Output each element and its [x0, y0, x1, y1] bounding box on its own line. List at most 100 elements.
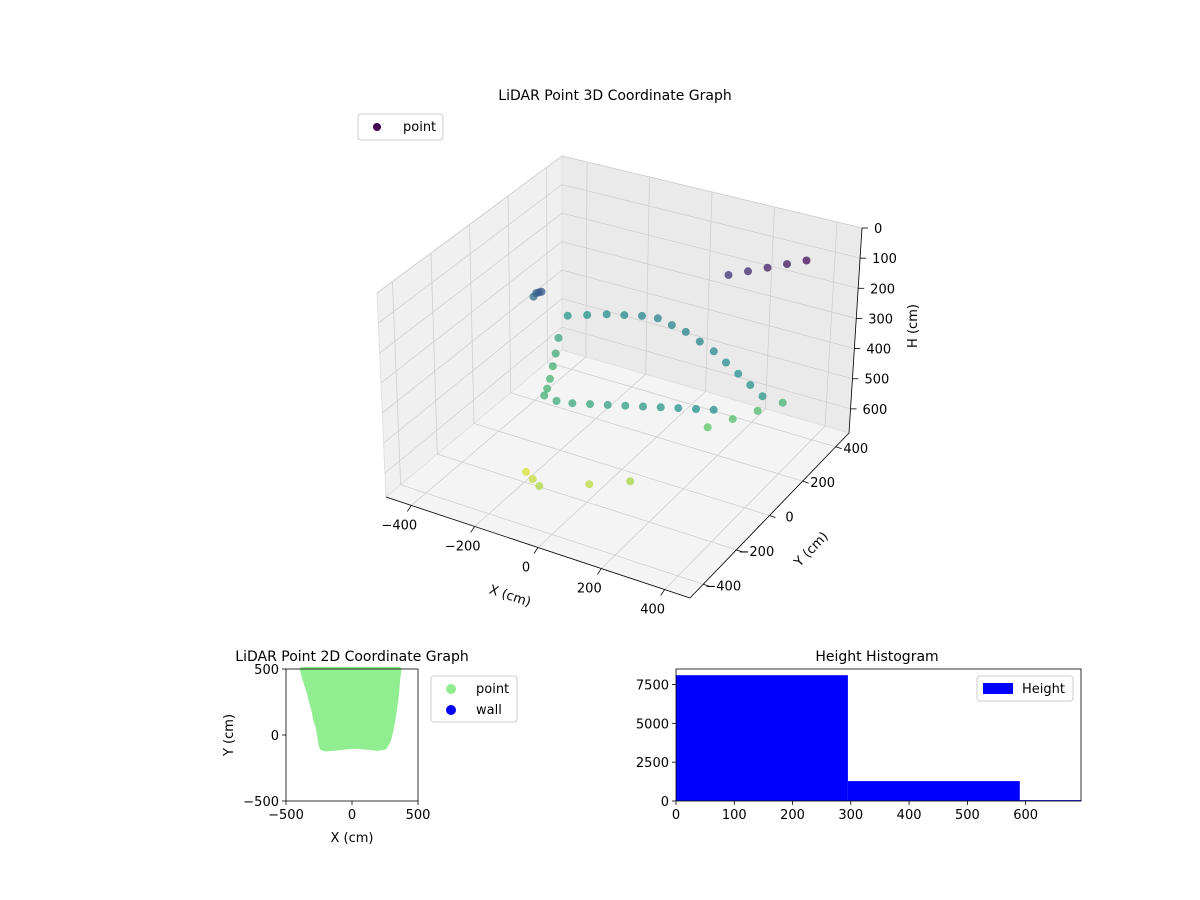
point-3d [528, 475, 537, 483]
grid-line-3d [376, 155, 863, 294]
y-tick-label-3d: 400 [843, 442, 868, 457]
z-tick-label-3d: 100 [872, 252, 897, 267]
y-tick-3d [769, 515, 776, 518]
x-tick-3d [470, 526, 475, 533]
point-3d [535, 482, 544, 491]
y-tick-label-3d: 0 [785, 511, 793, 526]
x-tick-label-3d: −200 [445, 539, 481, 554]
grid-line-3d [473, 423, 770, 516]
y-tick-label-3d: 200 [810, 476, 835, 491]
point-3d [540, 391, 549, 400]
point-3d [621, 401, 630, 410]
point-3d [758, 392, 767, 401]
point-3d [783, 260, 791, 269]
y-axis-label-3d: Y (cm) [791, 529, 832, 570]
y-tick-label-2d: 500 [254, 663, 279, 678]
y-tick-label-3d: −400 [705, 579, 741, 594]
y-tick-label-3d: −200 [739, 545, 775, 560]
z-tick-label-3d: 400 [866, 343, 891, 358]
y-axis-label-2d: Y (cm) [222, 714, 237, 757]
chart-histogram: Height Histogram 0 100 200 300 400 500 600 0 250… [636, 649, 1082, 823]
legend-2d: point wall [430, 675, 518, 723]
point-3d [753, 406, 762, 415]
grid-line-3d [546, 167, 548, 363]
point-3d [543, 384, 552, 393]
point-3d [746, 381, 755, 389]
point-3d [602, 310, 611, 319]
histogram-bar [847, 781, 1020, 801]
legend-2d-marker-wall [446, 705, 456, 715]
x-tick-label-histogram: 200 [780, 808, 805, 823]
point-3d [522, 467, 530, 476]
y-tick-3d [802, 480, 809, 484]
grid-line-3d [382, 269, 855, 414]
point-3d [626, 477, 635, 486]
legend-2d-label-point: point [476, 682, 509, 697]
point-3d [709, 347, 718, 356]
point-3d [656, 403, 665, 412]
z-tick-label-3d: 300 [868, 312, 893, 327]
point-3d [703, 423, 712, 432]
point-3d [734, 369, 743, 378]
point-3d [778, 398, 787, 407]
grid-3d [376, 155, 863, 590]
x-tick-3d [533, 547, 539, 554]
ticks-2d: −500 0 500 −500 0 500 [243, 663, 430, 823]
point-3d [552, 396, 561, 405]
legend-2d-label-wall: wall [476, 703, 502, 718]
y-tick-label-2d: −500 [243, 795, 279, 810]
grid-line-3d [437, 453, 737, 551]
legend-3d-label: point [403, 120, 436, 135]
point-3d [603, 400, 612, 409]
x-tick-label-histogram: 0 [672, 808, 680, 823]
ticks-3d: −400 −200 0 200 400 −400 −200 0 200 400 0 100 200 300… [381, 222, 896, 618]
point-3d [554, 333, 563, 342]
x-tick-3d [660, 589, 665, 596]
x-tick-label-histogram: 600 [1013, 808, 1038, 823]
legend-3d: point [357, 113, 444, 141]
x-tick-label-2d: 500 [406, 808, 431, 823]
legend-2d-marker-point [446, 684, 456, 694]
grid-line-3d [392, 281, 402, 485]
ticks-histogram: 0 100 200 300 400 500 600 0 2500 5000 7500 [636, 679, 1038, 823]
grid-line-3d [585, 161, 588, 357]
x-tick-label-histogram: 100 [722, 808, 747, 823]
z-tick-label-3d: 0 [874, 222, 882, 237]
point-3d [728, 415, 737, 424]
point-3d [674, 404, 683, 413]
legend-3d-marker [373, 123, 381, 131]
x-axis-label-2d: X (cm) [331, 831, 374, 846]
point-3d [722, 358, 730, 367]
point-3d [763, 263, 772, 272]
chart-3d: LiDAR Point 3D Coordinate Graph −400 −200… [357, 88, 921, 618]
grid-line-3d [379, 212, 859, 354]
grid-line-3d [705, 191, 713, 392]
legend-histogram-label: Height [1022, 682, 1065, 697]
point-3d [586, 400, 594, 409]
point-3d [620, 311, 629, 320]
x-tick-3d [597, 568, 602, 575]
point-3d [692, 405, 700, 413]
points-2d [299, 667, 402, 752]
z-tick-label-3d: 200 [870, 282, 895, 297]
point-3d [546, 374, 554, 383]
x-tick-3d [407, 505, 412, 512]
z-tick-label-3d: 500 [864, 373, 889, 388]
legend-histogram-swatch [983, 683, 1013, 694]
histogram-title: Height Histogram [815, 649, 938, 665]
histogram-bar [1019, 800, 1081, 802]
point-3d [709, 405, 718, 414]
point-cloud-2d [299, 667, 402, 752]
point-3d [744, 267, 752, 276]
grid-line-3d [764, 206, 775, 409]
x-tick-label-3d: 400 [640, 603, 665, 618]
x-tick-label-histogram: 300 [838, 808, 863, 823]
point-3d [583, 311, 592, 319]
point-3d [802, 256, 811, 265]
points-3d [522, 256, 811, 491]
y-tick-label-histogram: 7500 [636, 679, 669, 694]
y-tick-3d [703, 583, 710, 587]
point-3d [695, 337, 704, 346]
histogram-bar [676, 675, 848, 801]
y-tick-label-2d: 0 [271, 729, 279, 744]
